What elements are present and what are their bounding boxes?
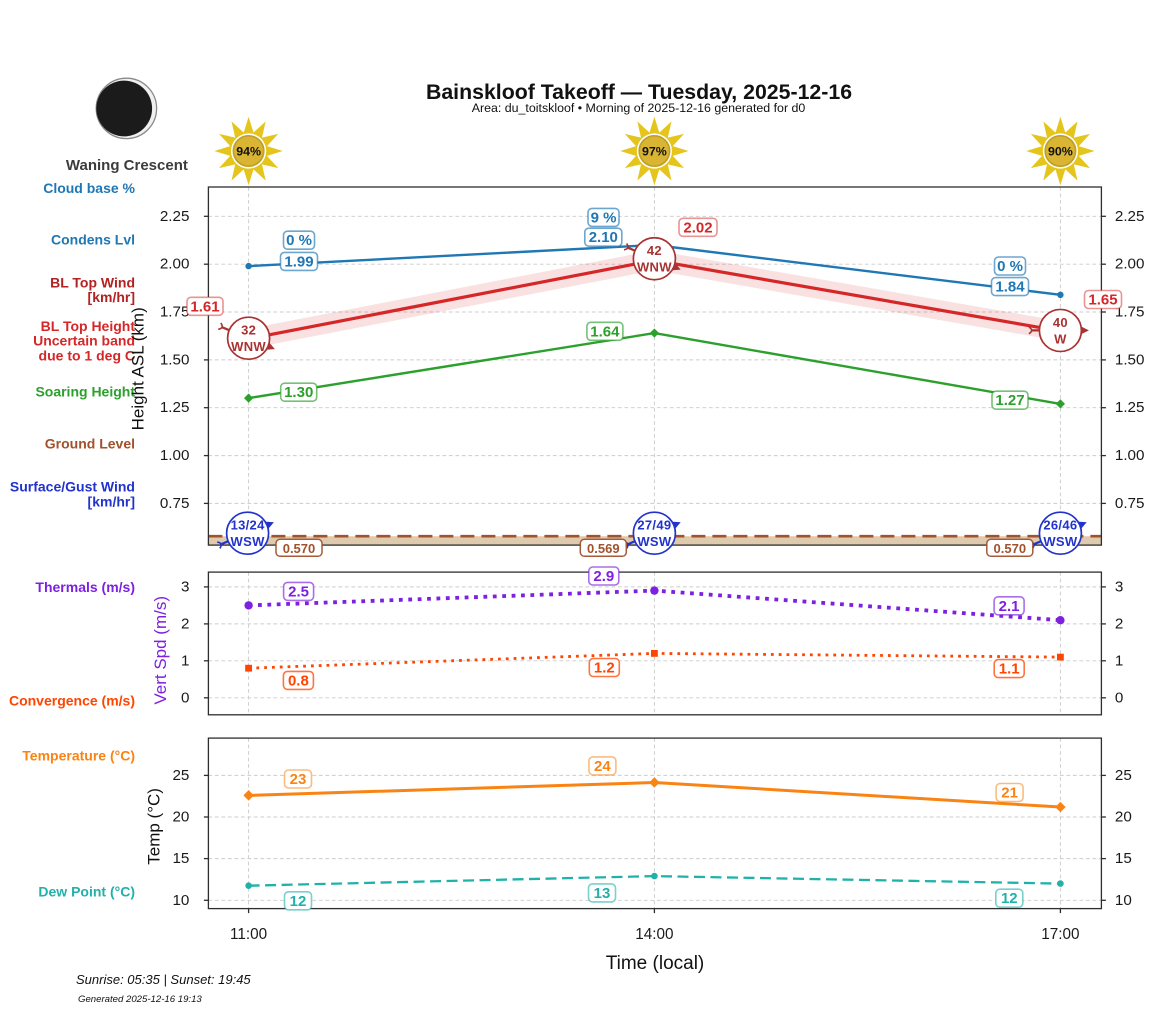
svg-text:1.50: 1.50 <box>160 351 190 368</box>
svg-text:14:00: 14:00 <box>635 926 673 943</box>
svg-text:WSW: WSW <box>1043 534 1078 549</box>
svg-text:26/46: 26/46 <box>1043 518 1077 533</box>
svg-text:11:00: 11:00 <box>230 926 267 943</box>
svg-text:15: 15 <box>172 850 189 867</box>
svg-text:1.75: 1.75 <box>1115 304 1145 321</box>
svg-text:1.00: 1.00 <box>160 447 190 464</box>
svg-text:Bainskloof Takeoff — Tuesday,: Bainskloof Takeoff — Tuesday, 2025-12-16 <box>426 80 852 104</box>
svg-text:Temp (°C): Temp (°C) <box>144 788 163 865</box>
svg-text:1.1: 1.1 <box>999 661 1020 678</box>
svg-text:2.02: 2.02 <box>683 219 712 236</box>
svg-text:1: 1 <box>181 652 189 669</box>
svg-text:1.25: 1.25 <box>1115 399 1145 416</box>
svg-text:2.25: 2.25 <box>1115 208 1145 225</box>
svg-text:0.570: 0.570 <box>283 541 316 556</box>
svg-text:10: 10 <box>1115 892 1132 909</box>
svg-text:2: 2 <box>181 615 189 632</box>
svg-text:1.2: 1.2 <box>594 660 615 677</box>
svg-text:0.75: 0.75 <box>1115 495 1145 512</box>
svg-text:90%: 90% <box>1048 145 1073 159</box>
svg-text:Convergence (m/s): Convergence (m/s) <box>9 692 135 708</box>
svg-text:2.00: 2.00 <box>1115 256 1145 273</box>
svg-text:Condens Lvl: Condens Lvl <box>51 232 135 248</box>
svg-text:Surface/Gust Wind: Surface/Gust Wind <box>10 479 135 495</box>
svg-text:0.75: 0.75 <box>160 495 190 512</box>
svg-text:[km/hr]: [km/hr] <box>88 493 135 509</box>
svg-text:9 %: 9 % <box>591 209 617 226</box>
svg-text:2.9: 2.9 <box>593 568 614 585</box>
svg-text:Soaring Height: Soaring Height <box>35 384 135 400</box>
svg-text:3: 3 <box>1115 578 1123 595</box>
svg-text:2.10: 2.10 <box>589 229 618 246</box>
svg-text:0: 0 <box>181 689 189 706</box>
svg-text:27/49: 27/49 <box>637 518 671 533</box>
svg-text:Height ASL (km): Height ASL (km) <box>128 307 147 430</box>
svg-text:Area: du_toitskloof • Morning: Area: du_toitskloof • Morning of 2025-12… <box>472 101 806 115</box>
svg-text:0 %: 0 % <box>997 258 1023 275</box>
svg-text:25: 25 <box>172 767 189 784</box>
svg-text:Temperature (°C): Temperature (°C) <box>22 747 135 763</box>
svg-text:2.00: 2.00 <box>160 256 190 273</box>
svg-text:12: 12 <box>290 893 307 910</box>
svg-text:1.50: 1.50 <box>1115 351 1145 368</box>
svg-text:Waning Crescent: Waning Crescent <box>66 157 188 174</box>
svg-text:Cloud base %: Cloud base % <box>43 180 135 196</box>
svg-text:13: 13 <box>594 885 611 902</box>
svg-text:23: 23 <box>290 771 307 788</box>
svg-text:0.570: 0.570 <box>994 541 1027 556</box>
svg-text:0 %: 0 % <box>286 232 312 249</box>
svg-text:Uncertain band: Uncertain band <box>33 333 135 349</box>
svg-text:[km/hr]: [km/hr] <box>88 289 135 305</box>
svg-text:0.8: 0.8 <box>288 672 309 689</box>
svg-text:WNW: WNW <box>637 260 672 275</box>
svg-text:BL Top Height: BL Top Height <box>41 318 136 334</box>
svg-text:Sunrise: 05:35 | Sunset: 19:45: Sunrise: 05:35 | Sunset: 19:45 <box>76 972 251 987</box>
svg-text:1.75: 1.75 <box>160 304 190 321</box>
svg-text:13/24: 13/24 <box>231 518 266 533</box>
svg-text:94%: 94% <box>236 145 261 159</box>
svg-text:25: 25 <box>1115 767 1132 784</box>
svg-text:Generated 2025-12-16 19:13: Generated 2025-12-16 19:13 <box>78 994 202 1005</box>
svg-text:Vert Spd (m/s): Vert Spd (m/s) <box>151 596 170 705</box>
svg-text:20: 20 <box>1115 809 1132 826</box>
svg-text:Dew Point (°C): Dew Point (°C) <box>38 883 135 899</box>
svg-text:1.27: 1.27 <box>995 392 1024 409</box>
svg-text:32: 32 <box>241 323 256 338</box>
svg-text:0: 0 <box>1115 689 1123 706</box>
svg-text:1.64: 1.64 <box>590 323 620 340</box>
svg-text:Time (local): Time (local) <box>606 953 705 974</box>
svg-text:1.65: 1.65 <box>1088 292 1117 309</box>
svg-text:10: 10 <box>172 892 189 909</box>
svg-text:1.25: 1.25 <box>160 399 190 416</box>
svg-text:2.25: 2.25 <box>160 208 190 225</box>
svg-text:W: W <box>1054 331 1067 346</box>
svg-text:1.84: 1.84 <box>995 279 1025 296</box>
svg-text:2.1: 2.1 <box>999 598 1020 615</box>
svg-text:due to 1 deg C: due to 1 deg C <box>39 347 135 363</box>
svg-text:1.61: 1.61 <box>190 298 219 315</box>
svg-text:WSW: WSW <box>637 534 672 549</box>
svg-text:42: 42 <box>647 243 662 258</box>
svg-text:3: 3 <box>181 578 189 595</box>
svg-text:WNW: WNW <box>231 339 266 354</box>
svg-text:20: 20 <box>172 809 189 826</box>
svg-text:2.5: 2.5 <box>288 583 309 600</box>
svg-text:2: 2 <box>1115 615 1123 632</box>
svg-text:21: 21 <box>1001 785 1018 802</box>
svg-text:1.30: 1.30 <box>284 384 313 401</box>
svg-text:1.99: 1.99 <box>284 253 313 270</box>
svg-text:Thermals (m/s): Thermals (m/s) <box>35 579 135 595</box>
svg-text:1: 1 <box>1115 652 1123 669</box>
svg-text:40: 40 <box>1053 315 1068 330</box>
svg-text:0.569: 0.569 <box>587 541 620 556</box>
svg-text:Ground Level: Ground Level <box>45 435 135 451</box>
svg-text:17:00: 17:00 <box>1041 926 1079 943</box>
svg-text:BL Top Wind: BL Top Wind <box>50 274 135 290</box>
svg-text:1.00: 1.00 <box>1115 447 1145 464</box>
svg-text:24: 24 <box>594 758 611 775</box>
svg-text:12: 12 <box>1001 890 1018 907</box>
svg-text:97%: 97% <box>642 145 667 159</box>
svg-text:15: 15 <box>1115 850 1132 867</box>
svg-text:WSW: WSW <box>231 534 266 549</box>
